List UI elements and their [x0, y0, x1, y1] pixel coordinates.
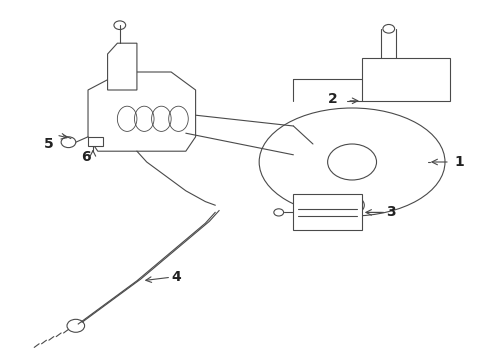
Text: 6: 6: [81, 150, 90, 163]
Circle shape: [339, 196, 364, 214]
Text: 2: 2: [327, 92, 337, 106]
Text: 5: 5: [44, 137, 54, 151]
Circle shape: [273, 209, 283, 216]
Text: 4: 4: [171, 270, 181, 284]
Ellipse shape: [327, 144, 376, 180]
Circle shape: [67, 319, 84, 332]
Bar: [361, 58, 449, 101]
Text: 3: 3: [386, 206, 395, 219]
Polygon shape: [107, 43, 137, 90]
Polygon shape: [88, 72, 195, 151]
Circle shape: [61, 137, 76, 148]
Text: 1: 1: [454, 155, 464, 169]
Bar: [88, 137, 102, 146]
Ellipse shape: [259, 108, 444, 216]
Circle shape: [382, 24, 394, 33]
Bar: [293, 194, 361, 230]
Circle shape: [114, 21, 125, 30]
